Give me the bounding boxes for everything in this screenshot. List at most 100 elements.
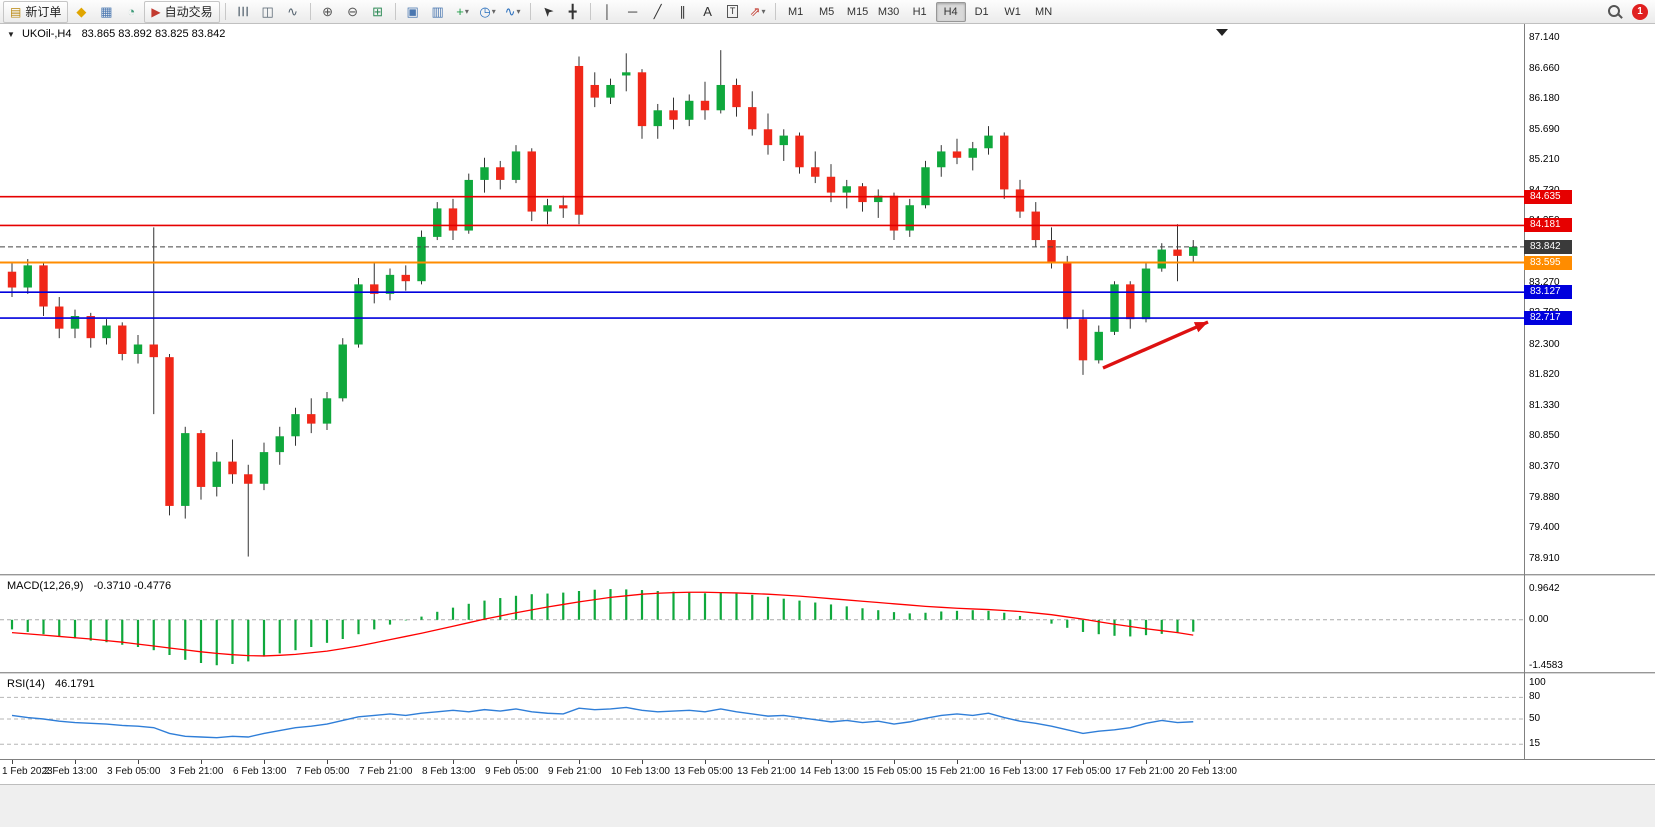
arrange-vertical-icon[interactable]: ▥ bbox=[426, 1, 450, 23]
candle-body bbox=[700, 100, 710, 111]
candle-body bbox=[23, 265, 32, 288]
time-axis-label: 13 Feb 05:00 bbox=[674, 766, 733, 777]
new-order-icon: ▤ bbox=[10, 4, 22, 19]
candle-body bbox=[401, 274, 410, 282]
label-tool-icon: T bbox=[726, 5, 739, 18]
rsi-name: RSI(14) bbox=[7, 678, 45, 690]
candle-body bbox=[448, 208, 458, 231]
zoom-in-icon[interactable]: ⊕ bbox=[316, 1, 340, 23]
rsi-pane[interactable] bbox=[0, 675, 1655, 759]
main-chart-pane[interactable] bbox=[0, 24, 1655, 574]
timeframe-button-mn[interactable]: MN bbox=[1035, 5, 1053, 18]
zoom-in-icon: ⊕ bbox=[322, 4, 334, 19]
channel-tool-icon[interactable]: ∥ bbox=[671, 1, 695, 23]
timeframe-button-h1[interactable]: H1 bbox=[912, 5, 927, 18]
timeframe-button-m5[interactable]: M5 bbox=[818, 5, 835, 18]
toolbar-separator bbox=[774, 3, 776, 20]
candle-body bbox=[795, 135, 804, 168]
time-axis-label: 17 Feb 21:00 bbox=[1115, 766, 1174, 777]
cascade-windows-icon[interactable]: ▣ bbox=[401, 1, 425, 23]
candlestick-mode-icon: ◫ bbox=[261, 4, 274, 19]
toolbar-separator bbox=[224, 3, 226, 20]
macd-pane[interactable] bbox=[0, 577, 1655, 672]
chart-shift-marker-icon bbox=[1216, 29, 1228, 36]
one-click-trading-toggle-icon[interactable]: ▼ bbox=[7, 30, 15, 39]
pane-splitter[interactable] bbox=[0, 672, 1655, 675]
notification-badge[interactable]: 1 bbox=[1632, 3, 1648, 20]
arrow-object[interactable] bbox=[1102, 320, 1209, 370]
timeframe-button-d1[interactable]: D1 bbox=[974, 5, 989, 18]
text-tool-icon[interactable]: A bbox=[696, 1, 720, 23]
tile-windows-icon[interactable]: ⊞ bbox=[366, 1, 390, 23]
candles bbox=[7, 50, 1198, 557]
candle-body bbox=[212, 461, 221, 487]
bar-chart-mode-icon[interactable]: ☰ bbox=[231, 1, 255, 23]
candle-body bbox=[149, 344, 158, 358]
time-axis-label: 9 Feb 21:00 bbox=[548, 766, 602, 777]
time-axis-tick bbox=[264, 760, 265, 764]
arrows-tool-icon[interactable]: ⇗ ▾ bbox=[746, 1, 770, 23]
time-axis-label: 2 Feb 13:00 bbox=[44, 766, 98, 777]
price-badge-83.842: 83.842 bbox=[1524, 239, 1572, 254]
macd-scale-label: -1.4583 bbox=[1529, 660, 1563, 672]
price-axis-label: 82.300 bbox=[1529, 338, 1560, 350]
new-order-button[interactable]: ▤ 新订单 bbox=[3, 0, 69, 23]
timeframe-button-m15[interactable]: M15 bbox=[846, 5, 869, 18]
time-axis-tick bbox=[768, 760, 769, 764]
algo-trading-button-label: 自动交易 bbox=[164, 5, 213, 19]
candle-body bbox=[574, 65, 584, 215]
timeframe-button-h4[interactable]: H4 bbox=[935, 1, 966, 22]
candle-body bbox=[811, 167, 820, 177]
market-watch-icon[interactable]: ▦ bbox=[94, 1, 118, 23]
trendline-tool-icon: ╱ bbox=[653, 4, 662, 19]
rsi-scale-label: 80 bbox=[1529, 691, 1541, 703]
horizontal-line-tool-icon[interactable]: ─ bbox=[621, 1, 645, 23]
indicators-icon[interactable]: ∿ ▾ bbox=[501, 1, 525, 23]
indicators-icon: ∿ bbox=[504, 4, 516, 19]
time-axis[interactable]: 1 Feb 2023 2 Feb 13:00 3 Feb 05:00 3 Feb 21… bbox=[0, 759, 1655, 784]
zoom-out-icon[interactable]: ⊖ bbox=[341, 1, 365, 23]
arrows-tool-icon: ⇗ bbox=[749, 4, 761, 19]
mql5-market-icon[interactable]: ◆ bbox=[69, 1, 93, 23]
line-chart-mode-icon[interactable]: ∿ bbox=[281, 1, 305, 23]
history-center-icon[interactable]: ◔ bbox=[119, 1, 143, 23]
candle-body bbox=[763, 129, 773, 146]
price-scale-border bbox=[1524, 24, 1525, 759]
macd-histogram bbox=[10, 589, 1195, 666]
pane-splitter[interactable] bbox=[0, 574, 1655, 577]
timeframe-button-m1[interactable]: M1 bbox=[787, 5, 804, 18]
candle-body bbox=[244, 474, 253, 484]
time-axis-tick bbox=[327, 760, 328, 764]
vertical-line-tool-icon[interactable]: │ bbox=[596, 1, 620, 23]
candle-body bbox=[889, 195, 899, 231]
text-tool-icon: A bbox=[703, 4, 712, 19]
timeframe-button-w1[interactable]: W1 bbox=[1004, 5, 1021, 18]
candle-body bbox=[921, 167, 930, 206]
trendline-tool-icon[interactable]: ╱ bbox=[646, 1, 670, 23]
candle-body bbox=[1000, 135, 1009, 190]
cursor-icon: ➤ bbox=[538, 2, 557, 21]
candle-body bbox=[511, 151, 521, 180]
time-axis-label: 16 Feb 13:00 bbox=[989, 766, 1048, 777]
candle-body bbox=[637, 72, 647, 127]
history-center-icon: ◔ bbox=[127, 4, 136, 19]
toolbar-separator bbox=[589, 3, 591, 20]
time-axis-tick bbox=[957, 760, 958, 764]
candle-body bbox=[70, 316, 80, 329]
candlestick-mode-icon[interactable]: ◫ bbox=[256, 1, 280, 23]
crosshair-icon[interactable]: ╋ bbox=[561, 1, 585, 23]
candle-body bbox=[952, 151, 962, 158]
rsi-scale-label: 50 bbox=[1529, 713, 1541, 724]
periods-icon[interactable]: ◷ ▾ bbox=[476, 1, 500, 23]
label-tool-icon[interactable]: T bbox=[721, 1, 745, 23]
macd-scale-label: 0.9642 bbox=[1529, 582, 1560, 594]
candle-body bbox=[874, 195, 883, 203]
algo-trading-button[interactable]: ▶ 自动交易 bbox=[144, 0, 220, 23]
timeframe-button-m30[interactable]: M30 bbox=[877, 5, 900, 18]
price-scale[interactable]: 87.14086.66086.18085.69085.21084.73084.2… bbox=[1524, 0, 1655, 827]
cursor-icon[interactable]: ➤ bbox=[536, 1, 560, 23]
search-icon[interactable] bbox=[1607, 4, 1623, 20]
time-axis-tick bbox=[12, 760, 13, 764]
new-chart-icon[interactable]: + ▾ bbox=[451, 1, 475, 23]
